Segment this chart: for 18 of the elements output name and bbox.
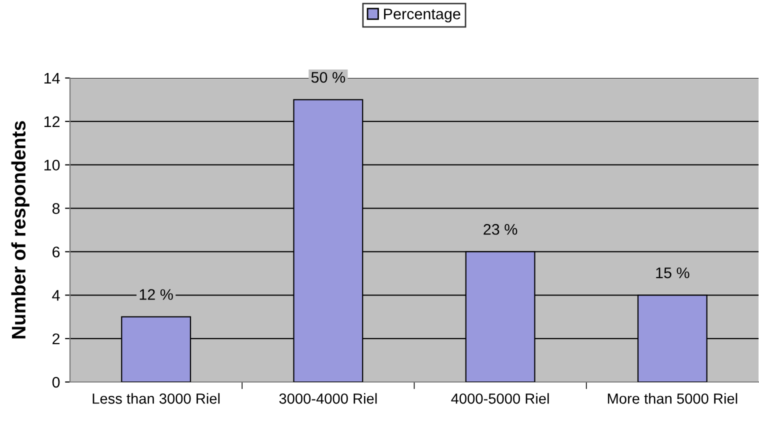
y-tick-label: 6 <box>52 246 60 258</box>
y-tick-label: 10 <box>44 160 60 171</box>
y-tick-label: 4 <box>52 290 60 301</box>
annotation: 12 % <box>140 289 173 300</box>
y-axis-title: Number of respondents <box>11 121 30 338</box>
x-tick-label: Less than 3000 Riel <box>92 393 220 404</box>
y-tick-label: 2 <box>52 333 60 344</box>
y-tick-label: 8 <box>52 203 60 214</box>
y-tick-label: 12 <box>44 116 60 127</box>
y-tick-label: 0 <box>52 376 60 388</box>
annotation: 23 % <box>484 224 518 235</box>
y-tick-label: 14 <box>44 73 60 84</box>
x-tick-label: More than 5000 Riel <box>608 393 738 404</box>
annotation: 50 % <box>311 72 346 83</box>
annotation: 15 % <box>656 267 690 278</box>
x-tick-label: 4000-5000 Riel <box>451 393 549 404</box>
x-tick-label: 3000-4000 Riel <box>279 393 377 404</box>
legend-label: Percentage <box>384 8 460 22</box>
